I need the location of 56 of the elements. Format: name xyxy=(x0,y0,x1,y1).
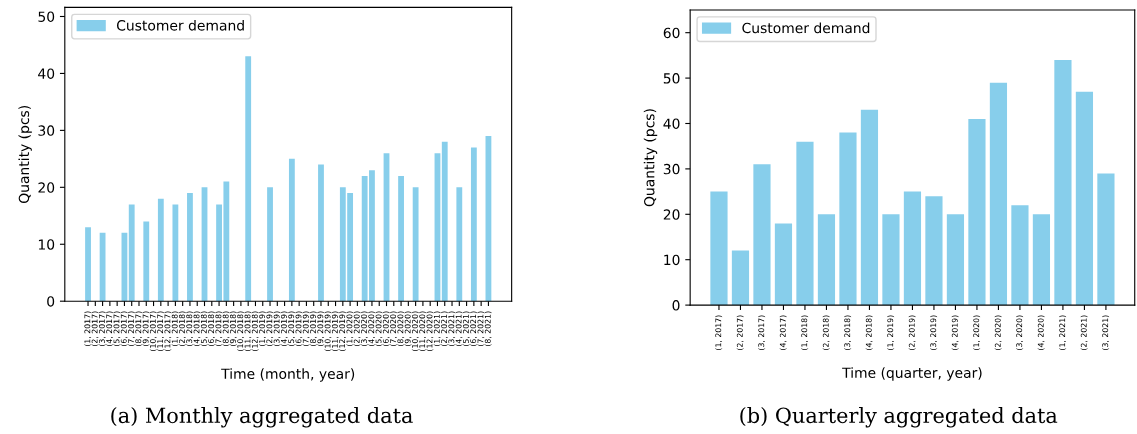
y-tick-label: 0 xyxy=(672,300,680,311)
bar xyxy=(903,191,922,306)
y-tick-label: 10 xyxy=(664,254,680,266)
bar xyxy=(172,204,179,302)
y-tick-label: 0 xyxy=(47,296,55,307)
bar xyxy=(470,147,477,302)
bar xyxy=(1054,59,1072,306)
text: (b) Quarterly aggregated data xyxy=(740,407,1058,428)
y-tick-label: 60 xyxy=(663,27,680,39)
bar xyxy=(989,82,1008,306)
bar xyxy=(882,214,900,306)
x-axis-title: Time (quarter, year) xyxy=(842,367,982,381)
legend-label: Customer demand xyxy=(742,22,870,34)
bar xyxy=(796,141,814,306)
bar xyxy=(267,187,273,302)
bar xyxy=(1075,91,1094,306)
y-axis-title: Quantity (pcs) xyxy=(18,106,32,203)
y-tick-label: 50 xyxy=(38,11,55,22)
y-tick-label: 40 xyxy=(38,68,55,79)
bar xyxy=(1097,173,1115,306)
bar xyxy=(774,223,793,306)
bar xyxy=(753,164,771,306)
bar xyxy=(412,187,419,302)
bar xyxy=(1011,205,1029,306)
bar xyxy=(968,118,986,306)
bar xyxy=(398,175,404,302)
bar xyxy=(187,193,193,302)
bar xyxy=(143,221,150,302)
y-tick-label: 50 xyxy=(663,73,680,84)
bar xyxy=(99,232,106,302)
legend-label: Customer demand xyxy=(116,19,244,31)
text: (a) Monthly aggregated data xyxy=(111,407,413,428)
bar xyxy=(441,141,448,302)
bar xyxy=(860,109,879,306)
bar xyxy=(157,198,164,302)
bar xyxy=(710,191,728,306)
bar xyxy=(85,227,91,302)
bar xyxy=(839,132,857,306)
bar xyxy=(946,214,965,306)
bar xyxy=(925,196,943,306)
y-axis-title: Quantity (pcs) xyxy=(643,109,658,207)
bar xyxy=(318,164,324,302)
bar xyxy=(731,250,750,306)
y-tick-label: 10 xyxy=(38,239,55,250)
bar xyxy=(456,187,463,302)
y-tick-label: 20 xyxy=(663,209,680,220)
y-tick-label: 40 xyxy=(663,118,680,129)
y-tick-label: 30 xyxy=(663,163,680,175)
bar xyxy=(288,158,295,302)
bar xyxy=(245,56,252,302)
y-tick-label: 30 xyxy=(38,125,55,136)
bar xyxy=(1032,214,1051,306)
x-axis-title: Time (month, year) xyxy=(221,368,355,382)
bar xyxy=(128,204,135,302)
bar xyxy=(817,214,836,306)
y-tick-label: 20 xyxy=(38,182,55,193)
